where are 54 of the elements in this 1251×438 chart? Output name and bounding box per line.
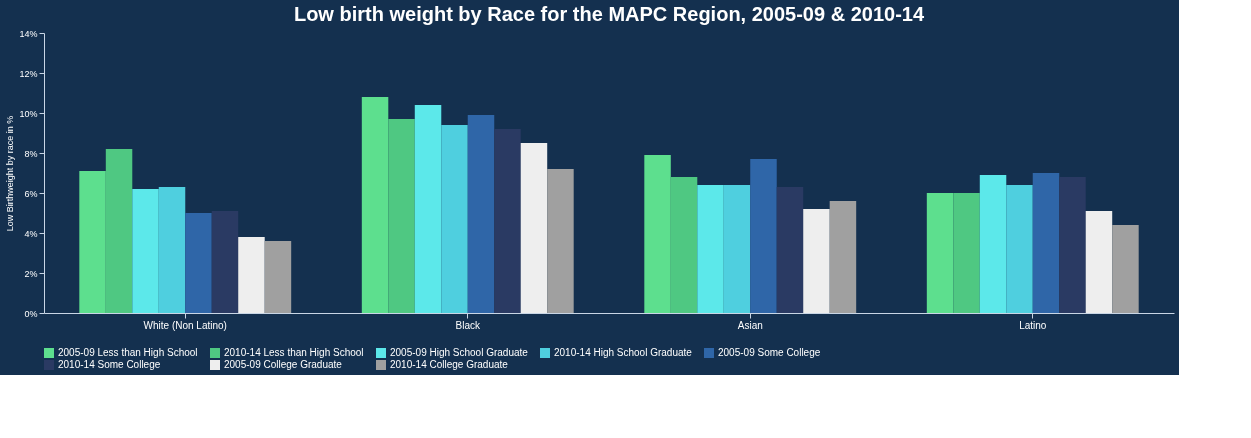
bar	[1085, 211, 1113, 313]
legend-label: 2005-09 High School Graduate	[390, 347, 529, 358]
bar	[803, 209, 830, 313]
y-tick-label: 6%	[24, 188, 38, 199]
legend-label: 2010-14 College Graduate	[390, 359, 509, 370]
bar	[644, 155, 671, 313]
bar	[414, 105, 442, 313]
bar	[723, 185, 751, 313]
bar	[185, 213, 212, 313]
bar	[132, 189, 159, 313]
bar	[1112, 225, 1139, 313]
y-tick-label: 0%	[24, 308, 38, 319]
y-tick-label: 4%	[24, 228, 38, 239]
bar	[79, 171, 106, 313]
bar	[926, 193, 954, 313]
legend-label: 2005-09 College Graduate	[224, 359, 343, 370]
y-tick-label: 12%	[19, 68, 38, 79]
bar	[467, 115, 495, 313]
x-tick-label: Latino	[1019, 319, 1047, 331]
y-tick-label: 8%	[24, 148, 38, 159]
bar	[953, 193, 980, 313]
x-tick-label: White (Non Latino)	[143, 319, 227, 331]
chart-title: Low birth weight by Race for the MAPC Region, 2005-09 & 2010-14	[293, 3, 925, 25]
bar	[776, 187, 804, 313]
bar	[1032, 173, 1060, 313]
legend-label: 2005-09 Less than High School	[58, 347, 198, 358]
y-tick-label: 14%	[19, 28, 38, 39]
y-axis-title: Low Birthweight by race in %	[5, 115, 16, 232]
bar	[211, 211, 239, 313]
x-tick-label: Black	[455, 319, 481, 331]
bar	[1006, 185, 1033, 313]
bar	[264, 241, 292, 313]
bar	[105, 149, 133, 313]
bar	[361, 97, 389, 313]
bar	[441, 125, 468, 313]
bar	[238, 237, 265, 313]
y-tick-label: 2%	[24, 268, 38, 279]
y-tick-label: 10%	[19, 108, 38, 119]
bar	[158, 187, 186, 313]
bar	[520, 143, 548, 313]
legend-label: 2010-14 Less than High School	[224, 347, 364, 358]
x-tick-label: Asian	[737, 319, 763, 331]
bar	[388, 119, 415, 313]
bar	[979, 175, 1007, 313]
bar	[829, 201, 857, 313]
bar	[547, 169, 574, 313]
bar	[1059, 177, 1086, 313]
bar	[750, 159, 777, 313]
bar	[670, 177, 698, 313]
legend-label: 2010-14 High School Graduate	[554, 347, 693, 358]
legend-label: 2010-14 Some College	[58, 359, 161, 370]
bar	[494, 129, 521, 313]
bar	[697, 185, 724, 313]
legend-label: 2005-09 Some College	[718, 347, 821, 358]
